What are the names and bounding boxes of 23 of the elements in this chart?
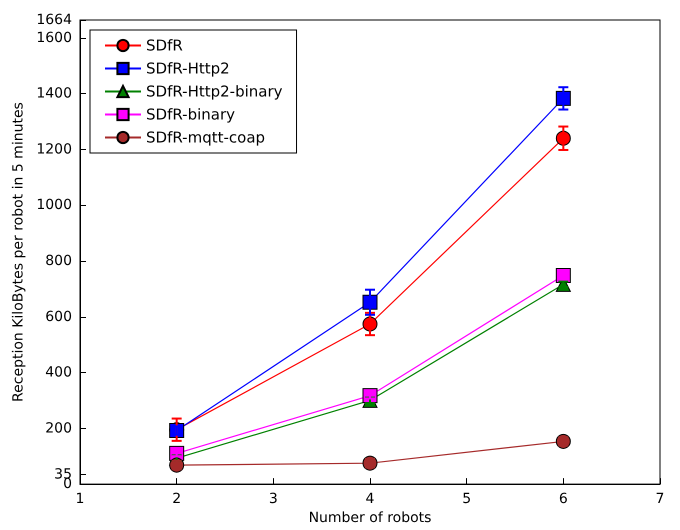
x-tick-label: 3 [268,491,278,508]
legend-label: SDfR-binary [146,106,236,124]
x-tick-label: 6 [558,491,568,508]
legend-label: SDfR [146,36,183,54]
x-tick-label: 1 [76,491,84,508]
y-axis-title: Reception KiloBytes per robot in 5 minutes [10,102,26,402]
y-tick-label: 800 [45,252,72,269]
x-tick-label: 5 [462,491,472,508]
x-tick-label: 7 [656,491,664,508]
y-tick-label: 600 [45,308,72,325]
legend-label: SDfR-mqtt-coap [146,128,266,146]
y-tick-label: 400 [45,364,72,381]
y-tick-label: 1200 [36,141,72,158]
y-tick-label: 200 [45,420,72,436]
y-tick-label: 1400 [36,86,72,102]
x-axis-title: Number of robots [308,510,432,526]
x-tick-label: 4 [366,491,375,508]
legend-label: SDfR-Http2 [146,60,230,78]
y-tick-label: 1000 [36,197,72,214]
y-tick-label: 1600 [36,30,72,46]
x-tick-label: 2 [172,491,182,508]
y-tick-label: 1664 [36,12,72,28]
legend-label: SDfR-Http2-binary [146,82,283,100]
